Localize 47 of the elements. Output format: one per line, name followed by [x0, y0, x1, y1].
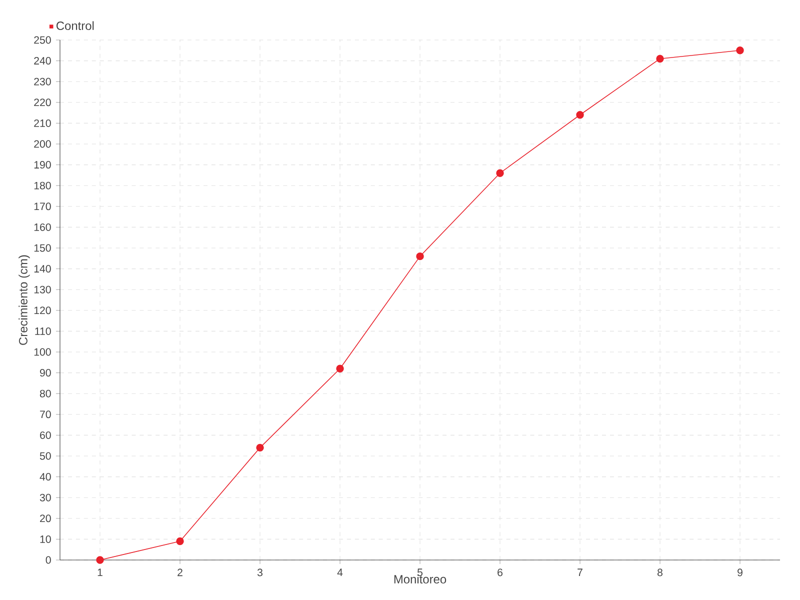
x-tick-label: 8	[658, 568, 662, 576]
legend-label: Control	[56, 21, 94, 30]
point	[576, 111, 584, 119]
y-tick-label: 120	[34, 306, 51, 314]
point	[256, 444, 264, 452]
y-tick-label: 80	[40, 390, 51, 398]
y-tick-label: 40	[40, 473, 51, 481]
point	[656, 54, 664, 63]
y-tick-label: 100	[34, 348, 51, 356]
x-tick-label: 1	[98, 568, 102, 576]
y-tick-label: 140	[34, 265, 51, 273]
point	[176, 537, 184, 546]
x-tick-label: 4	[337, 568, 343, 576]
y-tick-label: 110	[35, 327, 51, 335]
y-tick-label: 180	[34, 182, 51, 190]
y-tick-label: 230	[34, 78, 51, 86]
x-axis-title: Monitoreo	[394, 574, 446, 584]
y-tick-label: 210	[34, 119, 51, 127]
y-tick-label: 240	[34, 57, 51, 65]
y-tick-label: 50	[40, 452, 51, 460]
point	[336, 364, 344, 372]
point	[496, 169, 504, 177]
y-tick-label: 200	[34, 140, 51, 148]
y-tick-label: 160	[34, 223, 51, 231]
x-tick-label: 6	[498, 568, 502, 576]
y-tick-label: 130	[34, 286, 51, 294]
y-tick-label: 190	[34, 161, 51, 169]
y-tick-label: 60	[40, 431, 51, 439]
y-tick-label: 250	[34, 36, 51, 44]
x-tick-label: 5	[417, 568, 423, 576]
x-tick-label: 2	[178, 568, 182, 576]
point	[416, 252, 424, 260]
x-tick-label: 7	[578, 568, 582, 576]
y-tick-label: 0	[46, 556, 51, 564]
y-tick-label: 70	[40, 410, 51, 418]
y-tick-label: 10	[40, 535, 51, 543]
point	[96, 556, 104, 564]
y-tick-label: 30	[40, 494, 51, 502]
point	[736, 46, 744, 54]
y-tick-label: 20	[40, 514, 51, 522]
y-tick-label: 150	[34, 244, 51, 252]
x-tick-label: 9	[738, 568, 742, 576]
y-axis-title: Crecimiento (cm)	[18, 255, 30, 345]
y-tick-label: 90	[40, 369, 51, 377]
y-tick-label: 220	[34, 98, 51, 106]
x-tick-label: 3	[257, 568, 262, 576]
y-tick-label: 170	[34, 202, 51, 210]
